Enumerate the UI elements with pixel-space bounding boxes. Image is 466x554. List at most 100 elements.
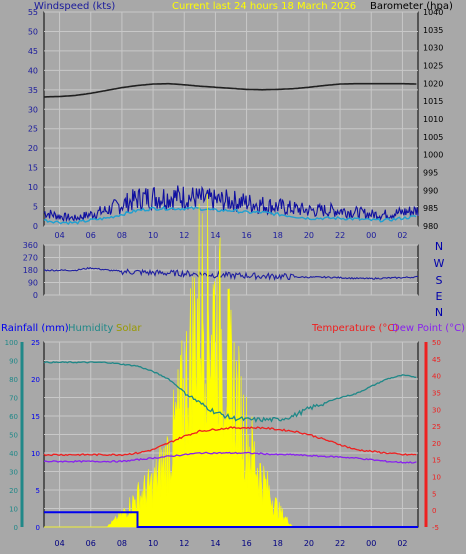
x-tick-label: 12 — [179, 539, 189, 548]
direction-y-tick-label: 0 — [33, 291, 38, 300]
humidity-y-tick-label: 60 — [9, 413, 18, 421]
direction-series — [43, 266, 419, 281]
temperature-y-tick-label: 5 — [432, 490, 436, 498]
wind-barometer-panel: Windspeed (kts) Current last 24 hours 18… — [28, 1, 453, 240]
wind-y-tick-label: 15 — [28, 164, 38, 173]
temperature-y-tick-label: -5 — [432, 524, 439, 532]
x-tick-label: 08 — [117, 539, 127, 548]
humidity-y-tick-label: 80 — [9, 376, 18, 384]
compass-label-s: S — [436, 274, 443, 287]
wind-y-tick-label: 5 — [33, 203, 38, 212]
direction-y-tick-label: 90 — [28, 279, 38, 288]
humidity-y-tick-label: 10 — [9, 506, 18, 514]
x-tick-label: 02 — [397, 539, 407, 548]
wind-y-tick-label: 10 — [28, 183, 38, 192]
x-tick-label: 12 — [179, 231, 189, 240]
humidity-y-tick-label: 20 — [9, 487, 18, 495]
compass-label-w: W — [434, 257, 445, 270]
direction-y-tick-label: 360 — [23, 241, 38, 250]
rain-y-tick-label: 10 — [31, 450, 40, 458]
wind-y-tick-label: 35 — [28, 86, 38, 95]
barometer-y-tick-label: 1005 — [423, 133, 443, 142]
barometer-axis-label: Barometer (hpa) — [370, 1, 453, 12]
rainfall-line — [44, 511, 418, 528]
barometer-y-tick-label: 990 — [423, 186, 438, 195]
wind-y-tick-label: 30 — [28, 105, 38, 114]
rain-y-tick-label: 5 — [36, 487, 40, 495]
humidity-line — [43, 361, 417, 424]
humidity-y-tick-label: 50 — [9, 432, 18, 440]
temperature-y-tick-label: 40 — [432, 373, 441, 381]
wind-direction-line — [43, 266, 419, 281]
wind-y-tick-label: 20 — [28, 144, 38, 153]
wind-x-ticks: 04 06 08 10 12 14 16 18 20 22 00 02 — [54, 231, 407, 240]
humidity-y-tick-label: 30 — [9, 469, 18, 477]
x-tick-label: 16 — [241, 539, 251, 548]
wind-y-tick-label: 50 — [28, 27, 38, 36]
x-tick-label: 04 — [54, 231, 64, 240]
temperature-y-tick-label: 35 — [432, 389, 441, 397]
x-tick-label: 16 — [241, 231, 251, 240]
x-tick-label: 10 — [148, 231, 158, 240]
temperature-y-tick-label: 25 — [432, 423, 441, 431]
barometer-y-tick-label: 1025 — [423, 62, 443, 71]
barometer-y-tick-label: 985 — [423, 204, 438, 213]
wind-series — [43, 82, 419, 226]
rain-temp-panel: Rainfall (mm) Humidity Solar Temperature… — [1, 194, 465, 548]
x-tick-label: 14 — [210, 539, 220, 548]
humidity-y-ticks: 0 10 20 30 40 50 60 70 80 90 100 — [5, 339, 24, 532]
temperature-y-ticks: -5 0 5 10 15 20 25 30 35 40 45 50 — [424, 339, 441, 532]
direction-y-ticks: 0 90 180 270 360 — [23, 241, 38, 300]
wind-plot-frame — [43, 11, 419, 227]
humidity-axis-label: Humidity — [68, 323, 113, 334]
temperature-y-tick-label: 0 — [432, 507, 436, 515]
rain-temp-series — [43, 194, 418, 528]
wind-y-tick-label: 45 — [28, 47, 38, 56]
barometer-y-tick-label: 1000 — [423, 151, 443, 160]
dewpoint-axis-label: Dew Point (°C) — [392, 323, 465, 334]
rainfall-axis-label: Rainfall (mm) — [1, 323, 69, 334]
temperature-axis-label: Temperature (°C) — [311, 323, 398, 334]
x-tick-label: 00 — [366, 539, 376, 548]
x-tick-label: 00 — [366, 231, 376, 240]
temperature-line — [43, 426, 417, 457]
rain-y-tick-label: 20 — [31, 376, 40, 384]
solar-axis-label: Solar — [116, 323, 142, 334]
humidity-y-tick-label: 90 — [9, 358, 18, 366]
x-tick-label: 10 — [148, 539, 158, 548]
barometer-y-tick-label: 1040 — [423, 8, 443, 17]
temperature-y-tick-label: 50 — [432, 339, 441, 347]
barometer-y-tick-label: 1010 — [423, 115, 443, 124]
rain-temp-x-ticks: 04 06 08 10 12 14 16 18 20 22 00 02 — [54, 539, 407, 548]
x-tick-label: 14 — [210, 231, 220, 240]
barometer-y-tick-label: 1030 — [423, 44, 443, 53]
wind-y-tick-label: 55 — [28, 8, 38, 17]
temperature-y-tick-label: 10 — [432, 474, 441, 482]
barometer-y-tick-label: 1015 — [423, 97, 443, 106]
x-tick-label: 02 — [397, 231, 407, 240]
rain-y-ticks: 0 5 10 15 20 25 — [31, 339, 40, 532]
x-tick-label: 06 — [86, 231, 96, 240]
rain-y-tick-label: 25 — [31, 339, 40, 347]
temperature-y-tick-label: 30 — [432, 406, 441, 414]
barometer-line — [44, 82, 417, 98]
wind-y-tick-label: 0 — [33, 222, 38, 231]
dewpoint-line — [43, 451, 417, 464]
x-tick-label: 18 — [273, 539, 283, 548]
wind-gust-line — [43, 185, 419, 223]
direction-y-tick-label: 270 — [23, 254, 38, 263]
barometer-y-tick-label: 980 — [423, 222, 438, 231]
x-tick-label: 06 — [86, 539, 96, 548]
wind-average-line — [43, 205, 417, 226]
temperature-y-tick-label: 45 — [432, 356, 441, 364]
wind-y-tick-label: 40 — [28, 66, 38, 75]
x-tick-label: 22 — [335, 539, 345, 548]
temperature-y-tick-label: 20 — [432, 440, 441, 448]
humidity-y-tick-label: 40 — [9, 450, 18, 458]
temperature-y-tick-label: 15 — [432, 457, 441, 465]
barometer-y-tick-label: 995 — [423, 169, 438, 178]
barometer-y-ticks: 980 985 990 995 1000 1005 1010 1015 1020 1025 1030… — [423, 8, 443, 231]
x-tick-label: 08 — [117, 231, 127, 240]
